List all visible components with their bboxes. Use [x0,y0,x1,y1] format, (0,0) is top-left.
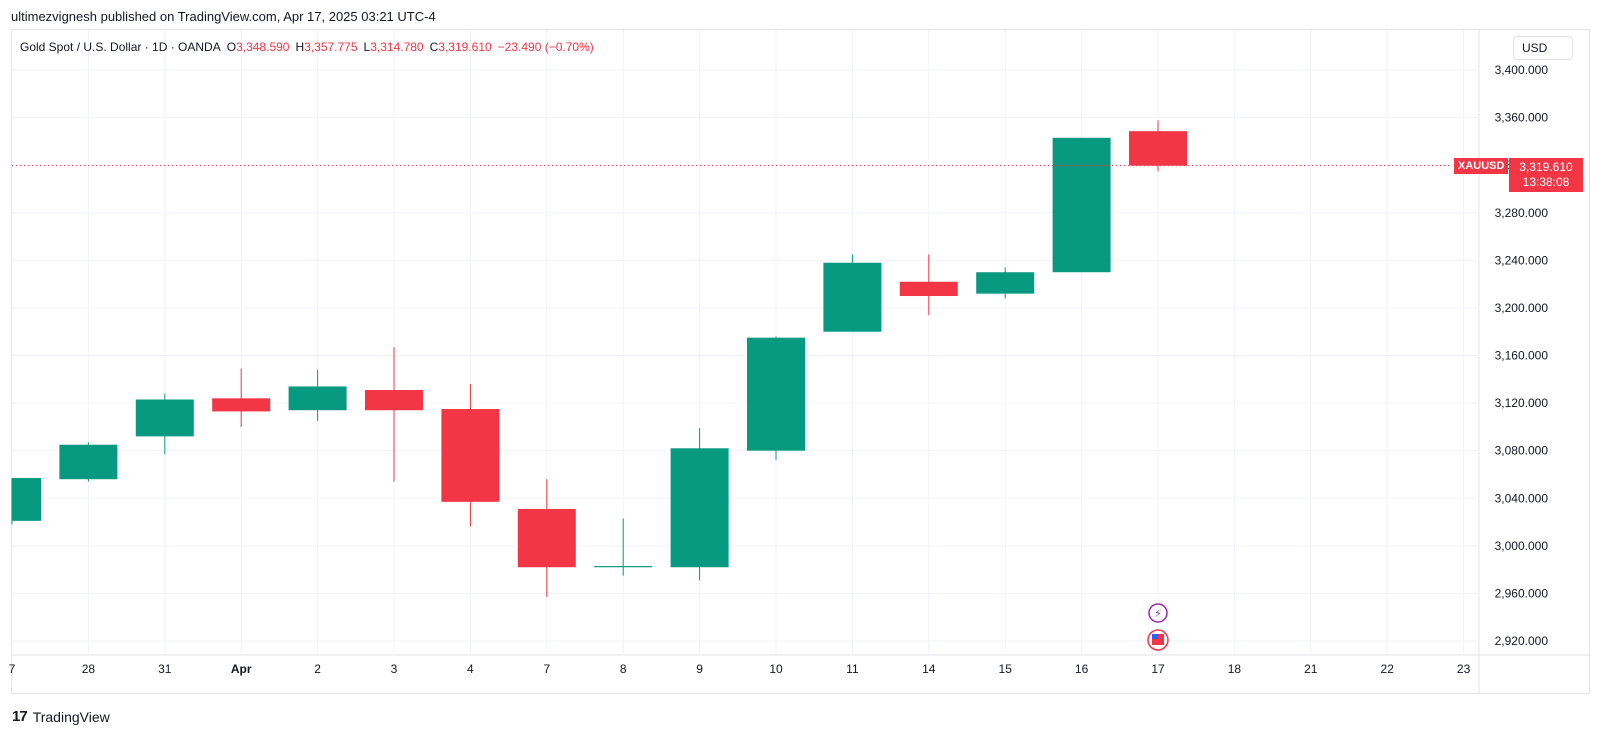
close-value: 3,319.610 [438,40,492,54]
ticker-price-tag: XAUUSD [1454,158,1509,174]
open-key: O [226,40,237,54]
high-value: 3,357.775 [304,40,358,54]
x-tick-label: 31 [158,662,172,676]
x-tick-label: 17 [1151,662,1165,676]
lightning-event-icon [1148,603,1168,623]
x-tick-label: 11 [846,662,859,676]
candle-body [823,262,882,332]
candle-body [899,281,958,297]
x-tick-label: 28 [82,662,96,676]
published-line: ultimezvignesh published on TradingView.… [11,9,436,24]
candle-body [59,444,118,480]
x-tick-label: 8 [620,662,627,676]
x-tick-label: 21 [1304,662,1318,676]
y-tick-label: 2,960.000 [1495,586,1549,600]
y-tick-label: 3,200.000 [1495,301,1549,315]
candle-body [12,478,41,521]
last-price-label: 3,319.610 13:38:08 [1509,158,1583,192]
open-value: 3,348.590 [236,40,290,54]
flag-stripes [1152,634,1164,645]
tradingview-logo[interactable]: 17 TradingView [12,708,110,725]
x-tick-label: 15 [999,662,1013,676]
x-tick-label: 4 [467,662,474,676]
y-tick-label: 3,040.000 [1495,491,1549,505]
y-tick-label: 3,360.000 [1495,111,1549,125]
candle-body [1052,137,1111,273]
candle-body [517,508,576,568]
candle-body [594,566,653,568]
candle-body [670,448,729,568]
candle-body [441,409,500,502]
candle-body [747,337,805,451]
x-tick-label: 18 [1228,662,1242,676]
x-tick-label: 7 [543,662,550,676]
y-tick-label: 3,080.000 [1495,444,1549,458]
x-tick-label: 3 [391,662,398,676]
x-tick-label: 7 [9,662,16,676]
candle-body [212,398,271,412]
y-tick-label: 3,160.000 [1495,349,1549,363]
last-price-value: 3,319.610 [1519,160,1573,174]
tradingview-brand: TradingView [32,708,110,725]
change-value: −23.490 (−0.70%) [497,40,594,54]
y-tick-label: 3,400.000 [1495,63,1549,77]
candle-body [1129,131,1187,166]
x-tick-label: 14 [922,662,936,676]
ohlc-legend: Gold Spot / U.S. Dollar · 1D · OANDA O 3,… [20,40,600,54]
tradingview-logo-icon: 17 [12,708,28,725]
y-tick-label: 2,920.000 [1495,634,1549,648]
currency-button[interactable]: USD [1513,36,1573,60]
x-tick-label: 16 [1075,662,1089,676]
x-tick-label: 9 [696,662,703,676]
low-value: 3,314.780 [370,40,424,54]
high-key: H [295,40,305,54]
candle-body [288,386,347,411]
close-key: C [429,40,439,54]
x-tick-label: 2 [314,662,321,676]
candle-body [365,389,423,411]
x-tick-label: 22 [1381,662,1395,676]
y-tick-label: 3,240.000 [1495,253,1549,267]
x-tick-label: Apr [231,662,252,676]
low-key: L [363,40,371,54]
y-tick-label: 3,000.000 [1495,539,1549,553]
x-tick-label: 23 [1457,662,1471,676]
candle-body [135,399,194,437]
x-tick-label: 10 [769,662,783,676]
candle-body [976,272,1035,294]
flag-canton [1152,634,1158,639]
symbol-title[interactable]: Gold Spot / U.S. Dollar · 1D · OANDA [20,40,221,54]
lightning-glyph: ⚡ [1154,607,1162,620]
bar-countdown: 13:38:08 [1522,175,1570,189]
y-tick-label: 3,280.000 [1495,206,1549,220]
y-tick-label: 3,120.000 [1495,396,1549,410]
